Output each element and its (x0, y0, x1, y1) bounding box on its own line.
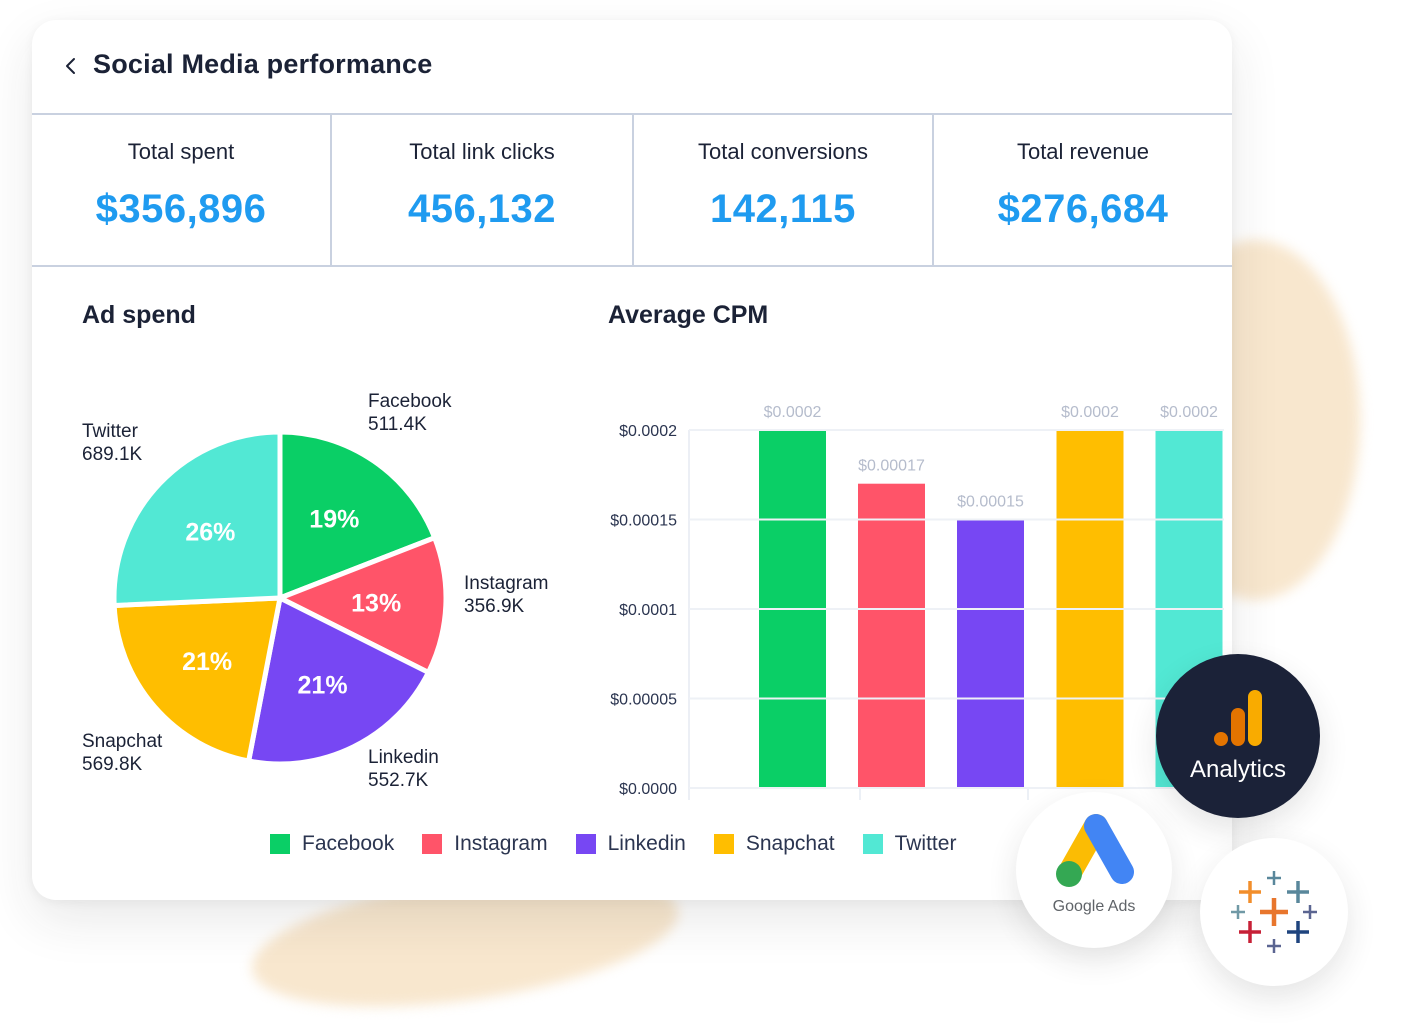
bar-chart-title: Average CPM (608, 301, 769, 329)
tableau-cross (1239, 921, 1261, 943)
legend-item-linkedin[interactable]: Linkedin (575, 832, 686, 856)
pie-label-name: Facebook (368, 391, 452, 412)
bar-data-label: $0.0002 (1160, 404, 1218, 421)
google-ads-icon (1056, 814, 1134, 887)
stat-label: Total spent (127, 139, 235, 164)
y-tick-label: $0.00015 (610, 513, 677, 530)
tableau-cross (1267, 939, 1281, 953)
analytics-badge[interactable]: Analytics (1156, 654, 1320, 818)
y-tick-label: $0.0001 (619, 602, 677, 619)
tableau-cross (1287, 881, 1309, 903)
pie-label-name: Twitter (82, 421, 139, 442)
stat-total-revenue: Total revenue $276,684 (934, 115, 1232, 265)
pie-label-name: Snapchat (82, 731, 163, 752)
y-tick-label: $0.0002 (619, 423, 677, 440)
bar-data-label: $0.0002 (764, 404, 822, 421)
google-ads-label: Google Ads (1052, 898, 1136, 915)
legend-item-instagram[interactable]: Instagram (422, 832, 548, 856)
stat-total-link-clicks: Total link clicks 456,132 (332, 115, 632, 265)
legend-label: Linkedin (607, 832, 686, 855)
pie-label-value: 356.9K (464, 596, 525, 617)
pie-slice-facebook[interactable] (277, 429, 438, 601)
stats-row: Total spent $356,896 Total link clicks 4… (32, 115, 1232, 267)
tableau-icon (1231, 871, 1317, 953)
stat-label: Total revenue (1016, 139, 1150, 164)
page-title: Social Media performance (93, 49, 433, 79)
legend-item-snapchat[interactable]: Snapchat (713, 832, 835, 856)
pie-label-value: 569.8K (82, 754, 143, 775)
legend-label: Instagram (454, 832, 548, 855)
bar-instagram[interactable] (858, 483, 925, 788)
pie-slice-twitter[interactable] (111, 429, 283, 608)
tableau-cross (1303, 905, 1317, 919)
legend-swatch (862, 834, 883, 854)
y-tick-label: $0.00005 (610, 692, 677, 709)
chart-legend: Facebook Instagram Linkedin Snapchat Twitter (270, 832, 984, 856)
tableau-cross (1239, 881, 1261, 903)
chevron-left-icon[interactable] (62, 53, 82, 79)
legend-swatch (713, 834, 734, 854)
pie-label-name: Instagram (464, 573, 548, 594)
legend-swatch (422, 834, 443, 854)
divider (632, 115, 634, 265)
stat-label: Total conversions (698, 139, 868, 164)
legend-item-twitter[interactable]: Twitter (862, 832, 957, 856)
y-tick-label: $0.0000 (619, 781, 677, 798)
pie-slice-linkedin[interactable] (246, 595, 431, 767)
pie-label-value: 552.7K (368, 770, 429, 791)
divider (932, 115, 934, 265)
legend-label: Facebook (302, 832, 395, 855)
bar-linkedin[interactable] (957, 519, 1024, 789)
pie-percent-label: 19% (309, 506, 359, 534)
google-analytics-icon (1214, 690, 1262, 746)
bar-chart: $0.0002 $0.00017 $0.00015 $0.0002 $0.0002 $0.… (610, 404, 1224, 800)
legend-swatch (575, 834, 596, 854)
pie-percent-label: 21% (182, 648, 232, 676)
legend-item-facebook[interactable]: Facebook (270, 832, 394, 856)
pie-label-value: 511.4K (368, 414, 427, 435)
bar-data-label: $0.00015 (957, 494, 1024, 511)
google-ads-badge[interactable]: Google Ads (1016, 792, 1172, 948)
legend-label: Twitter (894, 832, 957, 855)
legend-swatch (270, 834, 290, 854)
stat-value: 142,115 (710, 187, 856, 231)
bar-data-label: $0.0002 (1061, 404, 1119, 421)
pie-label-name: Linkedin (368, 747, 439, 768)
stat-total-spent: Total spent $356,896 (32, 115, 330, 265)
tableau-cross (1267, 871, 1281, 885)
stat-value: 456,132 (407, 187, 557, 231)
pie-percent-label: 26% (185, 518, 235, 546)
bar-data-label: $0.00017 (858, 458, 925, 475)
tableau-cross (1231, 905, 1245, 919)
analytics-label: Analytics (1189, 756, 1287, 783)
stat-value: $276,684 (997, 187, 1169, 231)
header: Social Media performance (32, 20, 1232, 115)
legend-label: Snapchat (745, 832, 835, 855)
pie-slice-snapchat[interactable] (111, 595, 283, 764)
pie-chart-title: Ad spend (82, 301, 196, 329)
pie-label-value: 689.1K (82, 444, 143, 465)
stat-label: Total link clicks (409, 139, 555, 164)
dashboard-card: Social Media performance Total spent $35… (32, 20, 1232, 900)
divider (330, 115, 332, 265)
tableau-cross (1287, 921, 1309, 943)
tableau-badge[interactable] (1200, 838, 1348, 986)
pie-percent-label: 21% (298, 671, 348, 699)
pie-slice-instagram[interactable] (277, 535, 449, 675)
tableau-cross (1260, 898, 1288, 926)
stat-value: $356,896 (95, 187, 267, 231)
pie-percent-label: 13% (351, 589, 401, 617)
stat-total-conversions: Total conversions 142,115 (634, 115, 932, 265)
